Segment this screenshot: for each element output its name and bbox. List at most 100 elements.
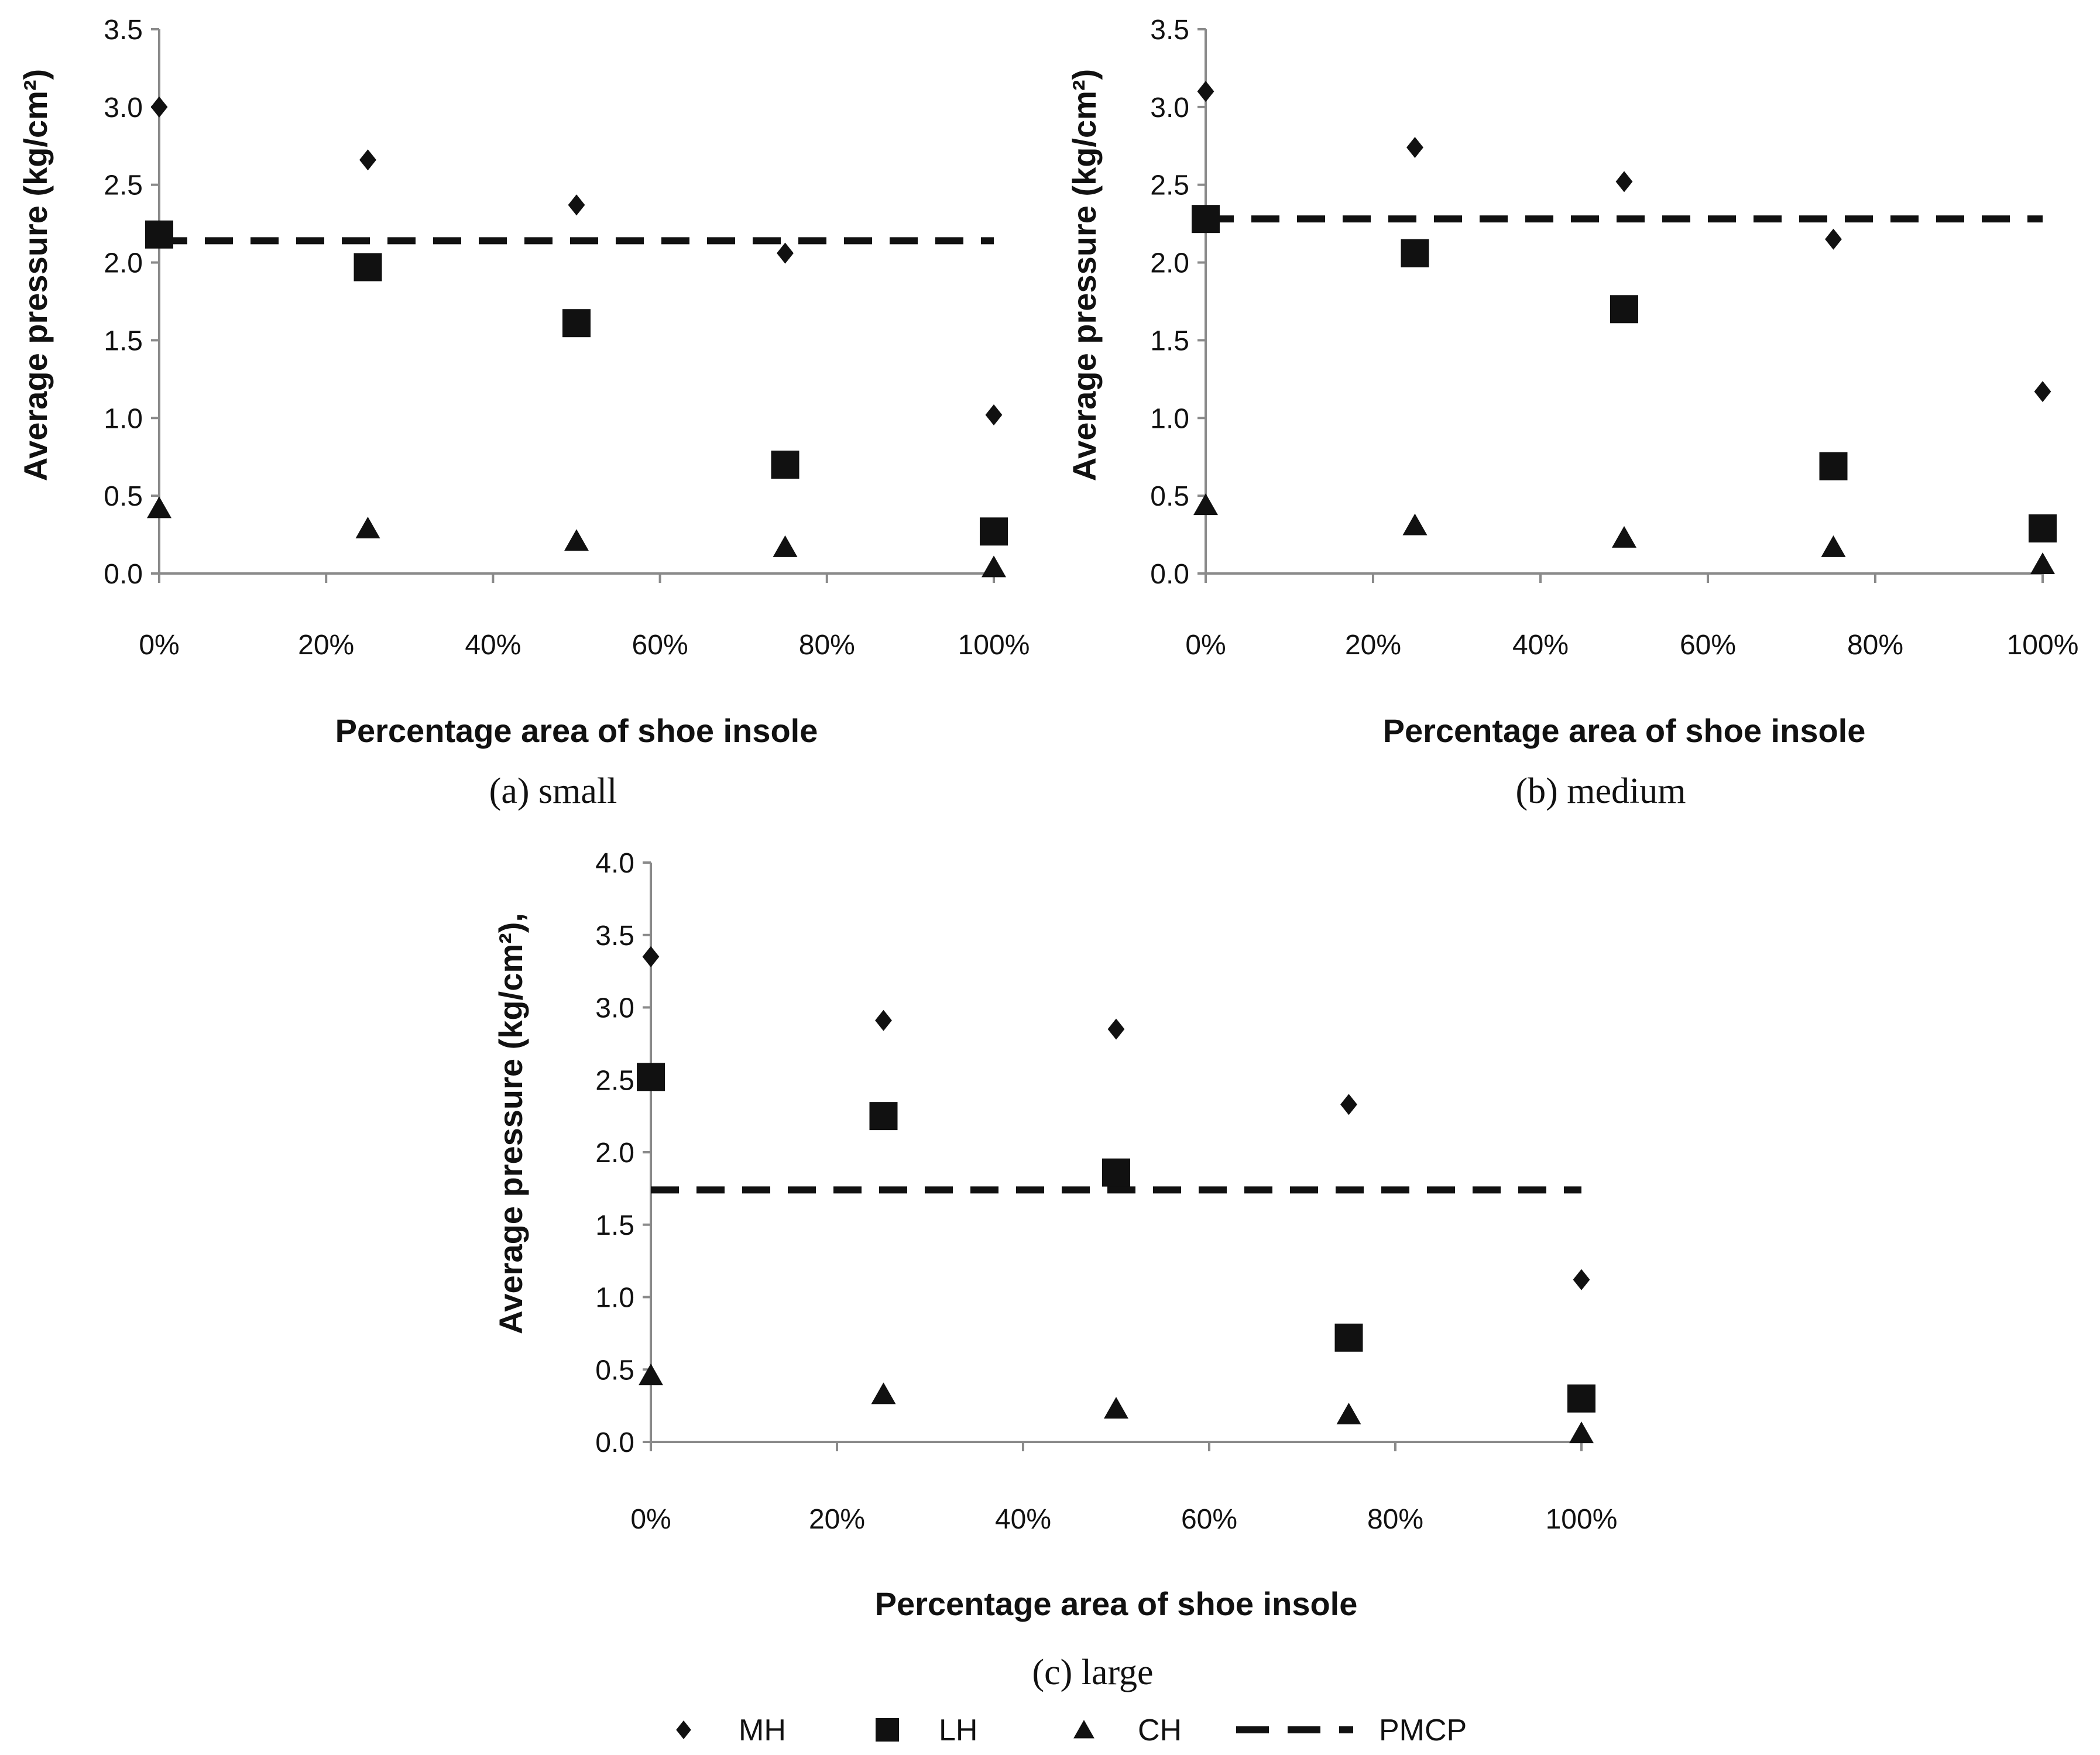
x-tick-label: 40% xyxy=(995,1504,1051,1535)
x-tick-label: 0% xyxy=(630,1504,671,1535)
x-tick-label: 80% xyxy=(1847,630,1903,661)
legend-label: MH xyxy=(739,1713,786,1747)
y-tick-label: 1.0 xyxy=(595,1283,634,1314)
y-tick-label: 1.5 xyxy=(595,1210,634,1241)
point-mh xyxy=(1406,136,1423,158)
point-mh xyxy=(2034,381,2051,403)
y-tick-label: 3.0 xyxy=(1150,92,1189,123)
y-tick-label: 1.5 xyxy=(1150,325,1189,356)
legend-item-lh: LH xyxy=(876,1713,977,1747)
panel-caption: (a) small xyxy=(489,771,617,811)
point-lh xyxy=(1334,1323,1363,1352)
point-mh xyxy=(875,1009,892,1031)
point-mh xyxy=(1340,1094,1357,1115)
x-tick-label: 100% xyxy=(958,630,1030,661)
x-tick-label: 60% xyxy=(1181,1504,1237,1535)
y-tick-label: 3.0 xyxy=(104,92,143,123)
legend-item-mh: MH xyxy=(676,1713,786,1747)
point-mh xyxy=(1107,1018,1125,1040)
y-tick-label: 0.5 xyxy=(1150,481,1189,512)
y-tick-label: 1.0 xyxy=(1150,403,1189,434)
y-axis-title: Average pressure (kg/cm²) xyxy=(1066,69,1103,481)
x-tick-label: 0% xyxy=(1185,630,1226,661)
y-tick-label: 2.0 xyxy=(104,248,143,279)
point-lh xyxy=(562,309,591,338)
point-ch xyxy=(1336,1402,1361,1424)
point-mh xyxy=(359,149,376,171)
legend-item-ch: CH xyxy=(1073,1713,1182,1747)
point-lh xyxy=(637,1063,665,1091)
y-axis-title: Average pressure (kg/cm²), xyxy=(492,913,529,1334)
x-tick-label: 100% xyxy=(2007,630,2079,661)
point-lh xyxy=(1401,239,1429,267)
panel-caption: (c) large xyxy=(1032,1653,1153,1692)
point-lh xyxy=(1102,1158,1130,1187)
x-axis-title: Percentage area of shoe insole xyxy=(1383,712,1866,749)
legend-item-pmcp: PMCP xyxy=(1236,1713,1467,1747)
x-axis-title: Percentage area of shoe insole xyxy=(875,1585,1358,1622)
chart-panel-3: 0.0 0.5 1.0 1.5 2.0 2.5 3.0 3.5 4.0 0% 20% 40% 60% 80… xyxy=(492,848,1617,1692)
point-mh xyxy=(1197,81,1214,102)
chart-panel-2: 0.0 0.5 1.0 1.5 2.0 2.5 3.0 3.5 0% 20% 40% 60% 80% 10… xyxy=(1066,15,2078,811)
point-ch xyxy=(871,1382,896,1404)
point-lh xyxy=(980,517,1008,546)
point-lh xyxy=(2029,514,2057,542)
point-mh xyxy=(1615,171,1633,193)
y-tick-label: 0.0 xyxy=(595,1427,634,1458)
point-lh xyxy=(1192,205,1220,233)
point-lh xyxy=(1819,452,1848,480)
point-lh xyxy=(1567,1384,1595,1413)
point-lh xyxy=(1610,295,1638,324)
y-tick-label: 0.5 xyxy=(104,481,143,512)
x-tick-label: 80% xyxy=(799,630,855,661)
y-tick-label: 2.0 xyxy=(1150,248,1189,279)
point-lh xyxy=(771,451,799,479)
x-axis-title: Percentage area of shoe insole xyxy=(335,712,818,749)
y-tick-label: 0.5 xyxy=(595,1355,634,1386)
y-tick-label: 3.5 xyxy=(104,15,143,46)
legend-label: LH xyxy=(939,1713,977,1747)
legend-label: CH xyxy=(1138,1713,1182,1747)
x-tick-label: 40% xyxy=(1512,630,1569,661)
point-ch xyxy=(639,1364,663,1386)
point-ch xyxy=(564,529,589,551)
legend-diamond-marker xyxy=(676,1720,691,1739)
x-tick-label: 20% xyxy=(298,630,354,661)
point-mh xyxy=(1825,228,1842,250)
point-lh xyxy=(869,1102,898,1131)
point-mh xyxy=(568,194,585,216)
point-ch xyxy=(1104,1397,1128,1419)
point-ch xyxy=(1402,513,1428,535)
y-tick-label: 0.0 xyxy=(104,559,143,590)
point-mh xyxy=(150,96,168,118)
x-tick-label: 20% xyxy=(1345,630,1401,661)
point-mh xyxy=(777,242,794,264)
x-tick-label: 80% xyxy=(1367,1504,1423,1535)
point-ch xyxy=(773,535,798,557)
legend: MH LH CH PMCP xyxy=(676,1713,1467,1747)
chart-panel-1: 0.0 0.5 1.0 1.5 2.0 2.5 3.0 3.5 0% 20% 40% 60% 80% 10… xyxy=(17,15,1030,811)
x-tick-label: 40% xyxy=(465,630,521,661)
point-mh xyxy=(1573,1269,1590,1290)
y-tick-label: 2.5 xyxy=(1150,170,1189,201)
point-ch xyxy=(1821,535,1846,557)
point-mh xyxy=(985,404,1003,425)
legend-square-marker xyxy=(876,1718,899,1742)
y-tick-label: 0.0 xyxy=(1150,559,1189,590)
y-tick-label: 3.5 xyxy=(1150,15,1189,46)
point-ch xyxy=(1193,493,1218,516)
point-lh xyxy=(145,220,173,249)
point-ch xyxy=(982,555,1006,578)
y-tick-label: 3.5 xyxy=(595,921,634,952)
point-ch xyxy=(1612,526,1636,548)
y-tick-label: 4.0 xyxy=(595,848,634,879)
point-ch xyxy=(355,516,380,538)
y-tick-label: 1.5 xyxy=(104,325,143,356)
y-tick-label: 2.5 xyxy=(595,1065,634,1096)
x-tick-label: 60% xyxy=(632,630,688,661)
y-tick-label: 1.0 xyxy=(104,403,143,434)
point-ch xyxy=(1569,1421,1594,1444)
x-tick-label: 20% xyxy=(809,1504,865,1535)
point-mh xyxy=(642,946,660,967)
